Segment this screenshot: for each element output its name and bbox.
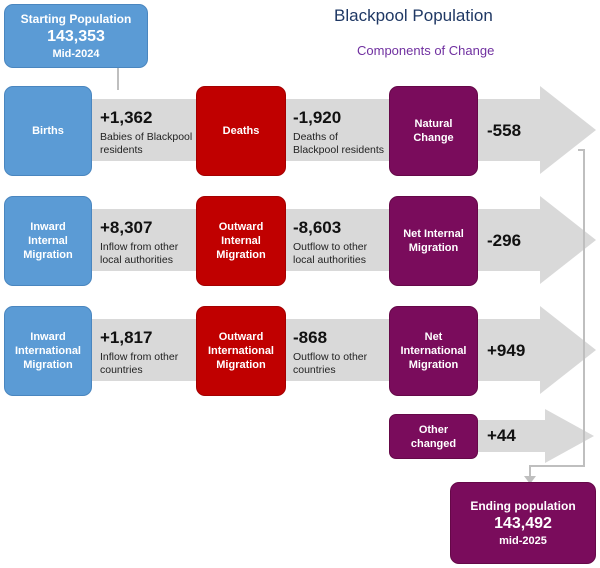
outward-international-migration-box: Outward International Migration [196, 306, 286, 396]
ending-population-value: 143,492 [494, 514, 552, 532]
starting-population-value: 143,353 [47, 27, 105, 45]
births-description: Babies of Blackpool residents [100, 131, 193, 156]
net-international-value: +949 [487, 341, 526, 360]
natural-change-box: Natural Change [389, 86, 478, 176]
other-changed-box: Other changed [389, 414, 478, 459]
inward-international-description: Inflow from other countries [100, 351, 179, 376]
deaths-label: Deaths [222, 125, 260, 137]
inward-international-value: +1,817 [100, 328, 153, 347]
outward-international-description: Outflow to other countries [293, 351, 368, 376]
ending-population-box: Ending population 143,492 mid-2025 [450, 482, 596, 564]
starting-population-label: Starting Population [20, 11, 132, 26]
natural-change-value: -558 [487, 121, 522, 140]
starting-population-box: Starting Population 143,353 Mid-2024 [4, 4, 148, 68]
births-label: Births [32, 125, 64, 137]
net-internal-value: -296 [487, 231, 522, 250]
ending-population-date: mid-2025 [499, 534, 547, 547]
inward-international-migration-box: Inward International Migration [4, 306, 92, 396]
births-box: Births [4, 86, 92, 176]
deaths-value: -1,920 [293, 108, 342, 127]
inward-internal-value: +8,307 [100, 218, 153, 237]
end-connector [529, 149, 585, 478]
outward-internal-migration-box: Outward Internal Migration [196, 196, 286, 286]
outward-internal-description: Outflow to other local authorities [293, 241, 368, 266]
inward-internal-description: Inflow from other local authorities [100, 241, 179, 266]
net-internal-migration-box: Net Internal Migration [389, 196, 478, 286]
outward-internal-value: -8,603 [293, 218, 342, 237]
ending-population-label: Ending population [470, 498, 576, 513]
starting-population-date: Mid-2024 [52, 47, 100, 60]
page-title: Blackpool Population [334, 6, 493, 25]
net-international-migration-box: Net International Migration [389, 306, 478, 396]
page-subtitle: Components of Change [357, 43, 495, 58]
end-connector-arrowhead [524, 476, 536, 484]
births-value: +1,362 [100, 108, 153, 127]
outward-international-value: -868 [293, 328, 328, 347]
inward-internal-migration-box: Inward Internal Migration [4, 196, 92, 286]
other-changed-value: +44 [487, 426, 516, 445]
deaths-box: Deaths [196, 86, 286, 176]
deaths-description: Deaths of Blackpool residents [293, 131, 385, 156]
